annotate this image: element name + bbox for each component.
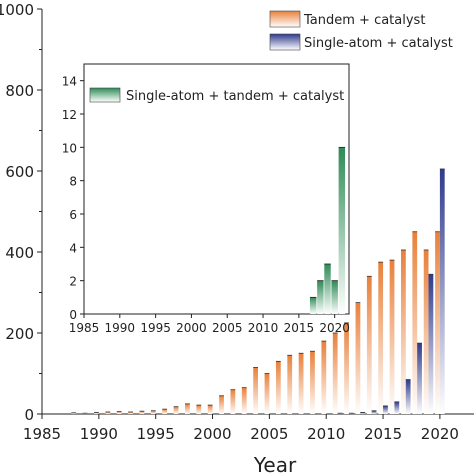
main-x-tick-label: 2020 — [421, 425, 459, 443]
main-x-tick-label: 1995 — [137, 425, 175, 443]
main-series-single-atom — [337, 168, 445, 414]
inset-x-tick-label: 2000 — [176, 321, 207, 335]
inset-y-tick-label: 14 — [62, 75, 77, 89]
main-x-tick-label: 1990 — [80, 425, 118, 443]
main-bar — [428, 274, 434, 414]
main-bar — [207, 405, 213, 414]
inset-y-tick-label: 10 — [62, 141, 77, 155]
main-bar — [439, 168, 445, 414]
inset-bar — [317, 280, 324, 314]
main-x-tick-label: 2000 — [193, 425, 231, 443]
main-bar — [173, 406, 179, 414]
inset-x-tick-label: 2020 — [319, 321, 350, 335]
inset-bar — [338, 147, 346, 314]
main-bar — [264, 373, 270, 414]
legend-swatch-tandem — [269, 10, 301, 28]
main-bar — [360, 412, 366, 414]
main-bar — [344, 322, 349, 414]
main-bar — [298, 353, 304, 414]
main-bar — [371, 410, 377, 414]
main-bar — [348, 413, 354, 414]
inset-x-tick-label: 1995 — [140, 321, 171, 335]
inset-x-ticks: 1985 1990 1995 2000 2005 2010 2015 2020 — [69, 314, 350, 335]
main-bar — [253, 367, 258, 414]
inset-x-tick-label: 1990 — [105, 321, 136, 335]
main-bar — [287, 355, 293, 414]
main-bar — [389, 260, 395, 414]
inset-y-tick-label: 6 — [69, 208, 77, 222]
legend-label-tandem: Tandem + catalyst — [303, 13, 425, 28]
main-bar — [94, 412, 99, 414]
main-bar — [321, 341, 327, 414]
inset-y-tick-label: 2 — [69, 275, 77, 289]
main-y-tick-label: 1000 — [0, 1, 34, 19]
inset-x-tick-label: 2005 — [212, 321, 243, 335]
main-bar — [185, 403, 190, 414]
main-bar — [383, 405, 388, 414]
main-bar — [332, 333, 338, 414]
inset-legend: Single-atom + tandem + catalyst — [89, 87, 344, 104]
main-bar — [162, 409, 168, 414]
main-series-tandem — [71, 231, 440, 414]
main-x-axis-label: Year — [253, 453, 297, 474]
main-bar — [82, 413, 88, 414]
inset-x-tick-label: 2015 — [284, 321, 315, 335]
inset-y-tick-label: 4 — [69, 241, 77, 255]
main-bar — [241, 387, 247, 414]
main-bar — [116, 411, 122, 414]
legend-label-single-atom: Single-atom + catalyst — [304, 36, 453, 51]
main-bar — [139, 411, 145, 414]
legend-item-single-atom: Single-atom + catalyst — [269, 33, 453, 51]
main-x-tick-label: 2005 — [250, 425, 288, 443]
main-bar — [150, 410, 156, 414]
legend-swatch-single-atom — [269, 33, 301, 51]
main-bar — [230, 389, 236, 414]
legend-item-tandem: Tandem + catalyst — [269, 10, 425, 28]
main-bar — [71, 412, 77, 414]
main-y-tick-label: 0 — [24, 406, 34, 424]
main-bar — [275, 361, 281, 414]
inset-series-single-atom-tandem — [309, 146, 346, 314]
main-bar — [310, 351, 315, 414]
inset-y-tick-label: 0 — [69, 308, 77, 322]
main-y-tick-label: 200 — [5, 325, 34, 343]
main-bar — [105, 411, 111, 414]
inset-y-ticks: 0 2 4 6 8 10 12 14 — [62, 75, 84, 322]
main-bar — [401, 249, 406, 414]
main-bar — [394, 401, 400, 414]
main-bar — [435, 231, 440, 414]
main-bar — [417, 343, 422, 414]
inset-legend-swatch — [89, 87, 121, 103]
inset-bar — [324, 264, 331, 314]
main-x-ticks: 1985 1990 1995 2000 2005 2010 2015 2020 — [23, 414, 459, 443]
main-y-tick-label: 800 — [5, 82, 34, 100]
main-bar — [378, 262, 384, 414]
inset-y-tick-label: 12 — [62, 108, 77, 122]
main-y-ticks: 0 200 400 600 800 1000 — [0, 1, 42, 424]
main-x-tick-label: 1985 — [23, 425, 61, 443]
main-legend: Tandem + catalyst Single-atom + catalyst — [269, 10, 453, 51]
inset-legend-label: Single-atom + tandem + catalyst — [126, 89, 344, 104]
main-y-tick-label: 600 — [5, 163, 34, 181]
main-x-tick-label: 2010 — [307, 425, 345, 443]
inset-bar — [331, 280, 338, 314]
main-bar — [366, 276, 372, 414]
inset-bar — [309, 297, 317, 314]
main-bar — [219, 395, 224, 414]
inset-y-tick-label: 8 — [69, 175, 77, 189]
main-x-tick-label: 2015 — [364, 425, 402, 443]
main-bar — [405, 379, 411, 414]
main-bar — [423, 249, 429, 414]
main-bar — [196, 405, 202, 414]
main-bar — [128, 411, 133, 414]
inset-frame — [83, 63, 350, 315]
inset-chart: 0 2 4 6 8 10 12 14 1985 1990 1995 2000 2005 2010 2015… — [62, 63, 350, 335]
inset-x-tick-label: 1985 — [69, 321, 100, 335]
main-bar — [412, 231, 418, 414]
main-y-tick-label: 400 — [5, 244, 34, 262]
main-bar — [355, 302, 361, 414]
inset-x-tick-label: 2010 — [248, 321, 279, 335]
